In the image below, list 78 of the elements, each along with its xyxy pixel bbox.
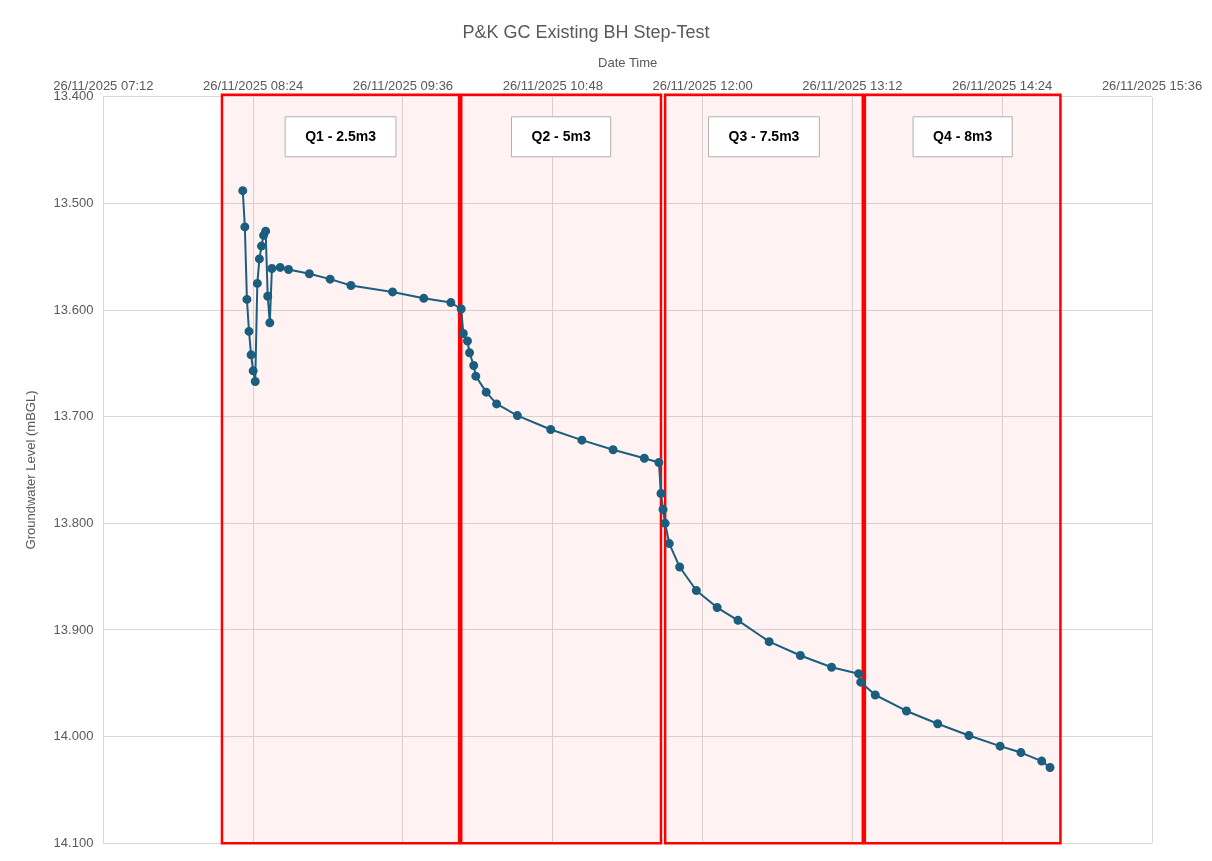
point — [458, 329, 468, 339]
point — [242, 294, 252, 304]
point — [664, 539, 674, 549]
y-tick-label: 13.600 — [53, 301, 94, 317]
point — [675, 562, 685, 572]
y-axis-title: Groundwater Level (mBGL) — [23, 390, 39, 550]
band-label: Q1 - 2.5m3 — [305, 127, 377, 144]
point — [469, 361, 479, 370]
x-tick-label: 26/11/2025 10:48 — [502, 77, 603, 93]
point — [261, 226, 271, 236]
point — [608, 445, 618, 455]
chart-title: P&K GC Existing BH Step-Test — [462, 21, 710, 42]
x-tick-label: 26/11/2025 12:00 — [652, 77, 753, 93]
point — [964, 731, 974, 741]
point — [346, 281, 356, 291]
point — [465, 348, 475, 358]
y-tick-label: 13.900 — [53, 621, 94, 637]
point — [658, 504, 668, 514]
point — [275, 262, 285, 272]
x-tick-label: 26/11/2025 15:36 — [1101, 77, 1203, 93]
point — [995, 741, 1005, 751]
y-tick-label: 14.000 — [53, 728, 94, 744]
point — [254, 254, 264, 264]
x-tick-label: 26/11/2025 13:12 — [802, 77, 903, 93]
point — [870, 690, 880, 700]
point — [691, 585, 701, 595]
x-axis-title: Date Time — [598, 54, 658, 70]
point — [901, 706, 911, 716]
point — [1045, 762, 1055, 772]
point — [238, 186, 248, 196]
point — [388, 287, 398, 297]
point — [248, 366, 258, 376]
point — [1037, 756, 1047, 766]
y-tick-label: 13.800 — [53, 514, 94, 530]
point — [471, 371, 481, 381]
point — [325, 274, 335, 284]
band-label: Q2 - 5m3 — [531, 127, 591, 144]
point — [712, 603, 722, 613]
x-tick-label: 26/11/2025 08:24 — [203, 77, 304, 93]
point — [246, 350, 256, 360]
point — [827, 662, 837, 672]
point — [1016, 748, 1026, 758]
point — [304, 269, 314, 279]
point — [856, 677, 866, 687]
point — [240, 222, 250, 232]
point — [419, 293, 429, 303]
point — [265, 318, 275, 328]
point — [660, 518, 670, 528]
point — [267, 263, 277, 273]
band-label: Q3 - 7.5m3 — [728, 127, 800, 144]
point — [446, 298, 456, 308]
point — [462, 336, 472, 346]
y-tick-label: 14.100 — [53, 834, 94, 850]
point — [256, 241, 266, 251]
band-label: Q4 - 8m3 — [933, 127, 993, 144]
point — [656, 488, 666, 498]
point — [654, 458, 664, 468]
x-tick-label: 26/11/2025 14:24 — [952, 77, 1053, 93]
point — [456, 304, 466, 314]
point — [639, 453, 649, 463]
point — [492, 399, 502, 409]
x-tick-label: 26/11/2025 09:36 — [352, 77, 454, 93]
point — [546, 424, 556, 434]
point — [512, 411, 522, 421]
y-tick-label: 13.700 — [53, 408, 94, 424]
point — [933, 719, 943, 729]
point — [733, 615, 743, 625]
point — [481, 387, 491, 397]
point — [854, 669, 864, 679]
point — [764, 637, 774, 647]
point — [263, 291, 273, 301]
y-tick-label: 13.500 — [53, 195, 94, 211]
point — [244, 326, 254, 336]
point — [577, 435, 587, 445]
point — [252, 278, 262, 288]
point — [250, 377, 260, 386]
point — [284, 265, 294, 275]
point — [795, 651, 805, 661]
